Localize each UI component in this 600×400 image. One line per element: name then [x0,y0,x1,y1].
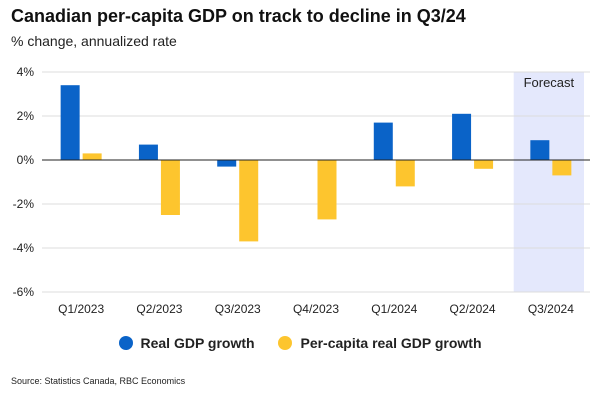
x-tick-label: Q1/2023 [58,302,104,316]
bar-real-gdp [530,140,550,160]
legend: Real GDP growth Per-capita real GDP grow… [0,335,600,353]
legend-swatch-per-capita [278,336,293,350]
y-tick-label: 2% [17,109,35,123]
legend-swatch-real-gdp [118,336,133,350]
x-tick-label: Q3/2024 [528,302,574,316]
legend-item-real-gdp: Real GDP growth [118,335,255,351]
forecast-band [513,72,584,292]
bar-per-capita [239,160,259,242]
bar-chart: Forecast 4% 2% 0% -2% -4% -6% Q1/2023 Q2/2023 Q3/… [13,65,590,316]
chart-title: Canadian per-capita GDP on track to decl… [11,6,466,26]
bar-real-gdp [217,160,237,167]
y-tick-label: -4% [13,241,35,255]
x-tick-label: Q1/2024 [371,302,417,316]
x-tick-label: Q2/2024 [450,302,496,316]
bar-real-gdp [138,144,158,160]
legend-item-per-capita: Per-capita real GDP growth [278,335,482,351]
legend-label-real-gdp: Real GDP growth [140,335,255,351]
legend-label-per-capita: Per-capita real GDP growth [300,335,482,351]
bar-per-capita [474,160,494,169]
x-tick-label: Q4/2023 [293,302,339,316]
bar-real-gdp [452,113,472,160]
y-tick-label: -6% [13,285,35,299]
bar-per-capita [552,160,572,176]
bar-per-capita [82,153,102,160]
chart-subtitle: % change, annualized rate [11,33,177,49]
bar-per-capita [395,160,415,187]
x-tick-label: Q3/2023 [215,302,261,316]
y-tick-label: 0% [17,153,35,167]
bar-real-gdp [60,85,80,160]
x-tick-label: Q2/2023 [136,302,182,316]
bar-per-capita [160,160,180,215]
source-note: Source: Statistics Canada, RBC Economics [11,376,186,386]
bar-real-gdp [373,122,393,160]
y-tick-label: 4% [17,65,35,79]
y-tick-label: -2% [13,197,35,211]
bar-per-capita [317,160,337,220]
forecast-label: Forecast [524,75,575,90]
